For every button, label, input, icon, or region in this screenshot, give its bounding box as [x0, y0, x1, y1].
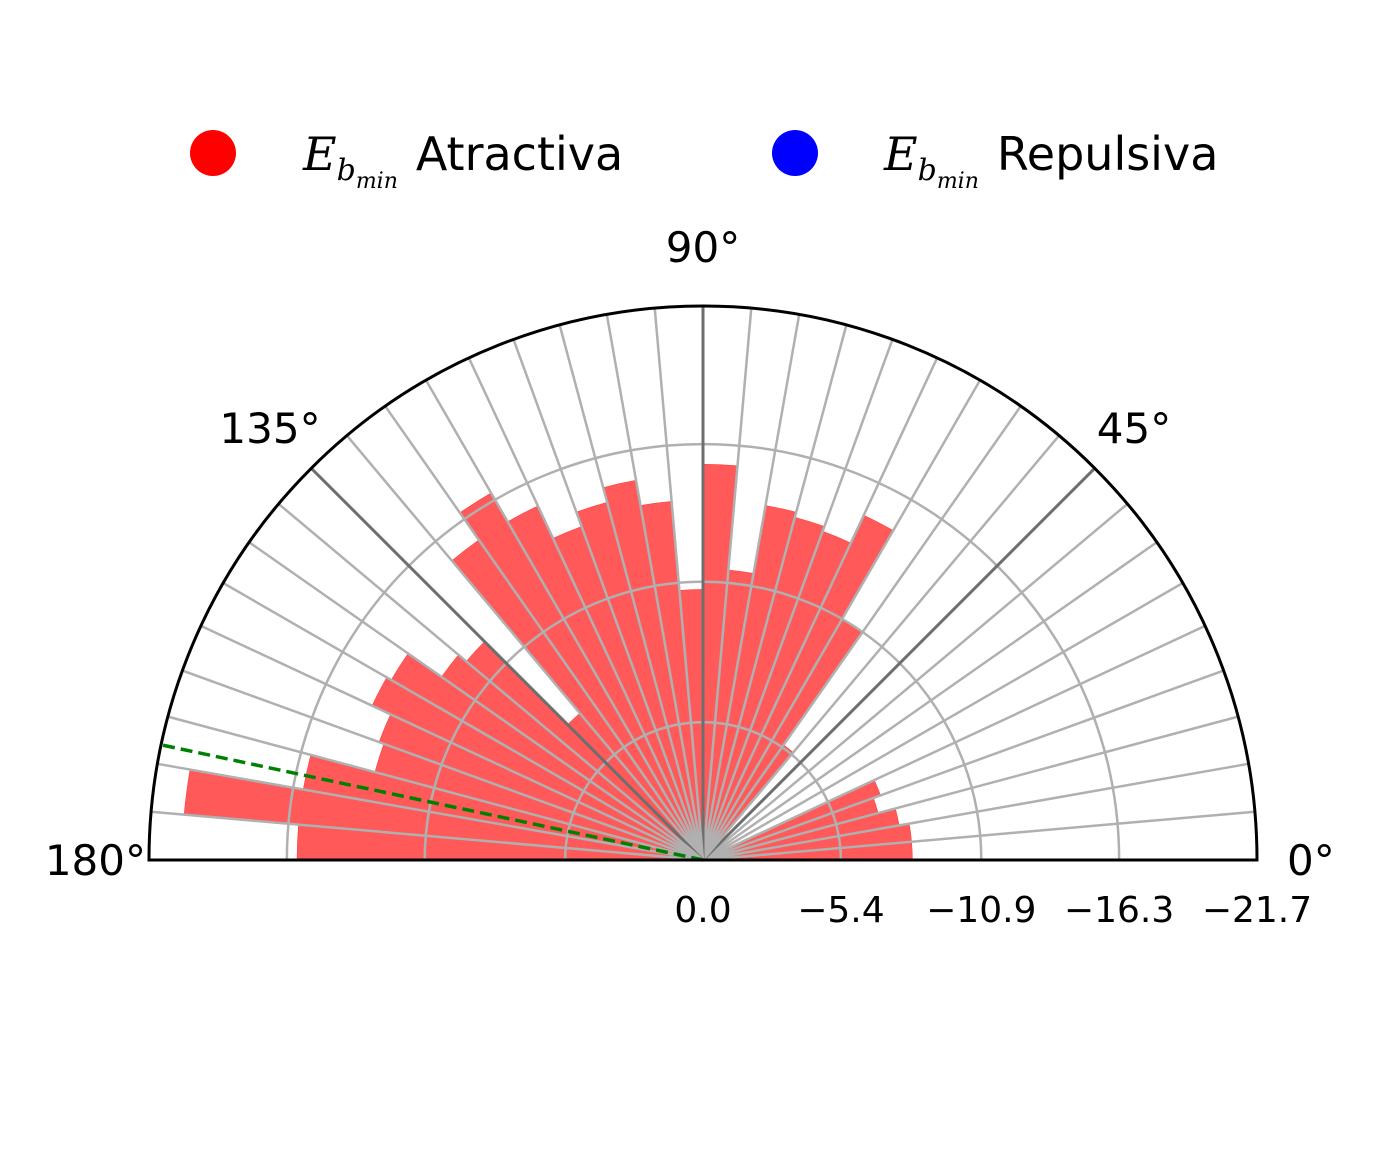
- grid-spoke: [424, 379, 705, 861]
- grid-spoke: [558, 324, 705, 861]
- theta-tick-label: 180°: [45, 836, 146, 885]
- grid-spoke: [701, 379, 982, 861]
- legend-label-atractiva: Ebmin Atractiva: [302, 127, 623, 194]
- grid-spoke: [157, 762, 704, 862]
- theta-tick-label: 90°: [666, 223, 740, 272]
- r-tick-label: −16.3: [1064, 890, 1174, 931]
- grid-spoke: [701, 338, 894, 861]
- theta-labels-group: 0° 45° 90° 135° 180°: [45, 223, 1335, 885]
- legend-symbol: E: [302, 127, 337, 181]
- r-tick-label: −21.7: [1202, 890, 1312, 931]
- r-tick-label: −10.9: [926, 890, 1036, 931]
- reference-line-group: [160, 743, 704, 862]
- grid-spoke: [384, 405, 705, 861]
- grid-spoke: [151, 810, 704, 862]
- legend: EbminAtractiva EbminRepulsiva: [190, 127, 1218, 194]
- legend-subsubscript: min: [356, 169, 398, 194]
- grid-spoke: [181, 669, 704, 862]
- grid-spoke: [702, 762, 1249, 862]
- grid-spoke: [702, 715, 1239, 862]
- theta-tick-label: 0°: [1287, 836, 1335, 885]
- bars-group: [183, 463, 913, 861]
- legend-name: Atractiva: [416, 127, 623, 181]
- grid-spoke: [701, 314, 801, 861]
- major-spoke: [701, 467, 1096, 862]
- major-spoke: [310, 467, 705, 862]
- grid-spoke: [605, 314, 705, 861]
- grid-spoke: [702, 434, 1061, 861]
- legend-name: Repulsiva: [997, 127, 1219, 181]
- legend-marker-repulsiva: [772, 130, 818, 176]
- legend-subsubscript: min: [937, 169, 979, 194]
- legend-symbol: E: [883, 127, 918, 181]
- r-labels-group: 0.0 −5.4 −10.9 −16.3 −21.7: [674, 890, 1312, 931]
- grid-spoke: [277, 502, 704, 861]
- theta-tick-label: 135°: [219, 404, 320, 453]
- grid-spoke: [248, 541, 704, 862]
- grid-spoke: [702, 502, 1129, 861]
- polar-frame: [147, 304, 1259, 862]
- grid-spoke: [701, 357, 939, 861]
- legend-label-repulsiva: Ebmin Repulsiva: [883, 127, 1218, 194]
- grid-spoke: [467, 357, 705, 861]
- grid-spoke: [345, 434, 704, 861]
- r-tick-label: 0.0: [674, 890, 731, 931]
- grid-spoke: [702, 669, 1225, 862]
- grid-spoke: [702, 810, 1255, 862]
- grid-spoke: [702, 581, 1184, 862]
- grid-group: [151, 306, 1255, 862]
- reference-line: [160, 743, 704, 862]
- grid-spoke: [701, 324, 848, 861]
- grid-spoke: [167, 715, 704, 862]
- legend-marker-atractiva: [190, 130, 236, 176]
- grid-spoke: [653, 308, 705, 861]
- grid-spoke: [222, 581, 704, 862]
- legend-subscript: b: [918, 153, 937, 188]
- legend-subscript: b: [337, 153, 356, 188]
- grid-spoke: [512, 338, 705, 861]
- grid-spoke: [702, 624, 1206, 862]
- grid-spoke: [200, 624, 704, 862]
- grid-spoke: [701, 405, 1022, 861]
- grid-spoke: [702, 541, 1158, 862]
- r-tick-label: −5.4: [797, 890, 884, 931]
- theta-tick-label: 45°: [1097, 404, 1171, 453]
- grid-spoke: [701, 308, 753, 861]
- frame-group: [147, 304, 1259, 862]
